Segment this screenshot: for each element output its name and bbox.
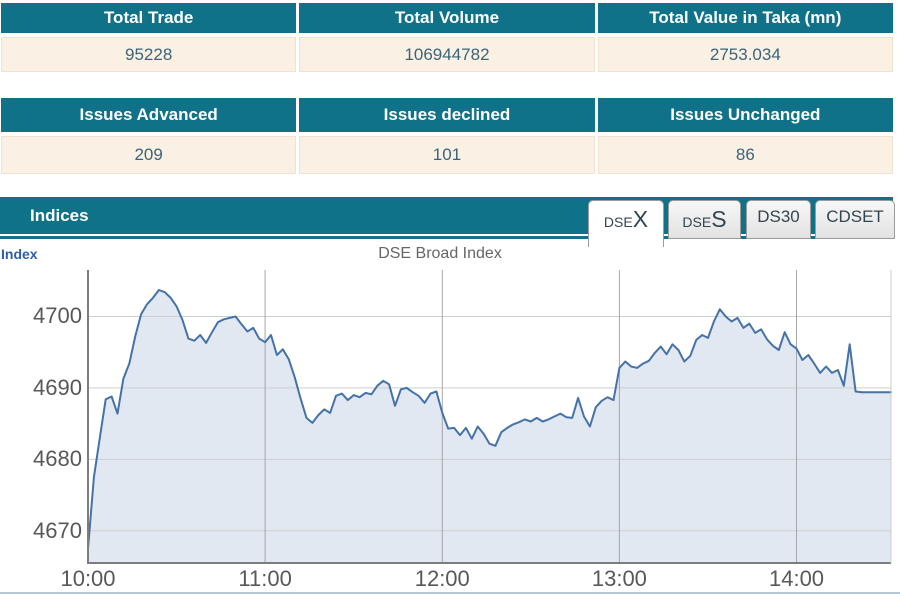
- issues-table-header-row: Issues Advanced Issues declined Issues U…: [1, 98, 893, 132]
- col-header-total-value: Total Value in Taka (mn): [597, 3, 893, 33]
- x-tick-label: 12:00: [414, 566, 470, 591]
- x-tick-label: 10:00: [60, 566, 116, 591]
- dsex-index-area-chart: [87, 270, 892, 564]
- issues-advanced-value: 209: [1, 136, 297, 174]
- total-volume-value: 106944782: [299, 37, 595, 72]
- x-tick-label: 11:00: [238, 566, 292, 591]
- y-tick-label: 4700: [33, 303, 82, 329]
- tab-dses[interactable]: DSE S: [668, 200, 741, 239]
- chart-title: DSE Broad Index: [378, 245, 502, 262]
- total-value-taka: 2753.034: [597, 37, 893, 72]
- tab-cdset[interactable]: CDSET: [815, 200, 895, 239]
- issues-table-value-row: 209 101 86: [1, 136, 893, 174]
- total-trade-value: 95228: [1, 37, 297, 72]
- col-header-issues-unchanged: Issues Unchanged: [597, 98, 893, 132]
- tab-dses-suffix: S: [711, 206, 727, 232]
- y-axis-name: Index: [1, 246, 38, 262]
- issues-unchanged-value: 86: [597, 136, 893, 174]
- col-header-issues-declined: Issues declined: [299, 98, 595, 132]
- issues-declined-value: 101: [299, 136, 595, 174]
- x-tick-label: 13:00: [591, 566, 647, 591]
- chart-widget-bottom-border: [0, 592, 900, 594]
- y-tick-label: 4690: [33, 374, 82, 400]
- x-tick-label: 14:00: [768, 566, 825, 591]
- tab-dses-prefix: DSE: [682, 214, 712, 230]
- tab-dsex[interactable]: DSE X: [588, 200, 664, 247]
- y-tick-label: 4680: [33, 446, 82, 472]
- tab-dsex-suffix: X: [632, 206, 649, 232]
- series-line: [87, 289, 892, 550]
- y-tick-label: 4670: [33, 517, 82, 543]
- tab-dsex-prefix: DSE: [603, 214, 633, 230]
- totals-table-header-row: Total Trade Total Volume Total Value in …: [1, 3, 893, 33]
- col-header-total-trade: Total Trade: [1, 3, 297, 33]
- indices-header-underline: [0, 236, 893, 239]
- tab-ds30-label: DS30: [757, 207, 800, 226]
- col-header-total-volume: Total Volume: [299, 3, 595, 33]
- col-header-issues-advanced: Issues Advanced: [1, 98, 297, 132]
- series-area-fill: [88, 290, 891, 563]
- indices-panel-header-bar: Indices: [0, 197, 893, 234]
- indices-panel-title: Indices: [30, 206, 89, 225]
- totals-table-value-row: 95228 106944782 2753.034: [1, 37, 893, 72]
- tab-cdset-label: CDSET: [826, 207, 884, 226]
- tab-ds30[interactable]: DS30: [746, 200, 811, 239]
